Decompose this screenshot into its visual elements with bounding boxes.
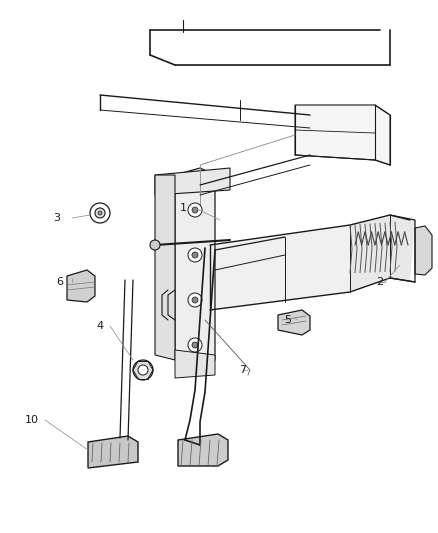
Polygon shape xyxy=(155,175,175,360)
Polygon shape xyxy=(295,105,390,165)
Circle shape xyxy=(90,203,110,223)
Polygon shape xyxy=(178,434,228,466)
Polygon shape xyxy=(67,270,95,302)
Circle shape xyxy=(192,342,198,348)
Circle shape xyxy=(138,365,148,375)
Polygon shape xyxy=(278,310,310,335)
Polygon shape xyxy=(155,168,230,195)
Circle shape xyxy=(98,211,102,215)
Circle shape xyxy=(192,207,198,213)
Text: 7: 7 xyxy=(240,365,247,375)
Polygon shape xyxy=(210,225,350,310)
Polygon shape xyxy=(415,226,432,275)
Text: 4: 4 xyxy=(96,321,103,331)
Polygon shape xyxy=(175,168,215,370)
Text: 5: 5 xyxy=(285,315,292,325)
Text: 6: 6 xyxy=(57,277,64,287)
Circle shape xyxy=(188,293,202,307)
Polygon shape xyxy=(88,436,138,468)
Circle shape xyxy=(188,338,202,352)
Circle shape xyxy=(192,252,198,258)
Circle shape xyxy=(150,240,160,250)
Text: 3: 3 xyxy=(53,213,60,223)
Circle shape xyxy=(188,248,202,262)
Text: 1: 1 xyxy=(180,203,187,213)
Circle shape xyxy=(133,360,153,380)
Text: 2: 2 xyxy=(376,277,384,287)
Circle shape xyxy=(188,203,202,217)
Circle shape xyxy=(95,208,105,218)
Polygon shape xyxy=(350,215,415,292)
Text: 10: 10 xyxy=(25,415,39,425)
Circle shape xyxy=(192,297,198,303)
Polygon shape xyxy=(175,350,215,378)
